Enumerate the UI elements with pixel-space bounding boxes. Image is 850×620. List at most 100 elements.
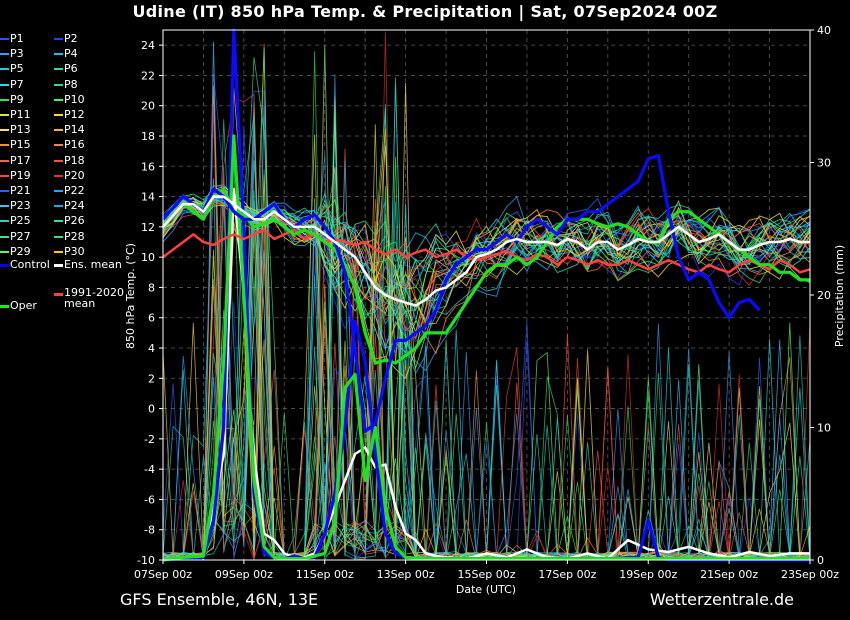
y2-tick-label: 10: [817, 422, 831, 435]
legend-item: Control: [0, 258, 50, 272]
legend-swatch: [0, 174, 9, 177]
legend-label: P14: [64, 123, 85, 137]
y2-tick-label: 40: [817, 24, 831, 37]
precip-main-line: [162, 187, 810, 562]
legend-item: P27: [0, 230, 31, 244]
legend-item: P4: [54, 47, 78, 61]
legend-swatch: [54, 83, 63, 86]
legend-swatch: [54, 263, 63, 267]
x-tick-label: 23Sep 00z: [781, 568, 839, 581]
y-tick-label: 0: [148, 403, 155, 416]
legend-item: P25: [0, 214, 31, 228]
legend-label: P13: [10, 123, 31, 137]
legend-swatch: [54, 129, 63, 132]
legend-label: P27: [10, 229, 31, 243]
legend-label: P3: [10, 47, 24, 61]
legend-swatch: [54, 292, 63, 296]
legend-item: P11: [0, 108, 31, 122]
legend-swatch: [0, 220, 9, 223]
legend-item: P12: [54, 108, 85, 122]
legend-item: P15: [0, 138, 31, 152]
legend-swatch: [54, 250, 63, 253]
member-temp-line: [162, 195, 811, 375]
legend-swatch: [0, 250, 9, 253]
legend-item: P6: [54, 62, 78, 76]
member-temp-line: [162, 193, 811, 334]
x-tick-label: 07Sep 00z: [134, 568, 192, 581]
legend-item: P7: [0, 78, 24, 92]
legend-item: P9: [0, 93, 24, 107]
y2-axis-ticks: 0 10 20 30 40: [810, 24, 831, 567]
y-tick-label: 22: [141, 69, 155, 82]
legend-swatch: [0, 98, 9, 101]
legend-item: P28: [54, 230, 85, 244]
legend-item: P16: [54, 138, 85, 152]
legend-swatch: [0, 68, 9, 71]
x-tick-label: 21Sep 00z: [700, 568, 758, 581]
x-tick-label: 19Sep 00z: [619, 568, 677, 581]
legend-label: P24: [64, 199, 85, 213]
legend-item: P13: [0, 123, 31, 137]
y-tick-label: 6: [148, 312, 155, 325]
legend-item: Ens. mean: [54, 258, 122, 272]
legend-swatch: [0, 263, 9, 267]
y-tick-label: 2: [148, 372, 155, 385]
legend-label: P25: [10, 214, 31, 228]
x-axis-label: Date (UTC): [456, 583, 516, 596]
ens-mean-line: [162, 195, 810, 307]
legend-swatch: [0, 53, 9, 56]
legend-label: P7: [10, 77, 24, 91]
legend-label: P2: [64, 32, 78, 45]
legend-swatch: [54, 235, 63, 238]
legend-swatch: [0, 144, 9, 147]
legend-label: P15: [10, 138, 31, 152]
legend-item: P18: [54, 154, 85, 168]
legend-swatch: [54, 98, 63, 101]
legend-item: P17: [0, 154, 31, 168]
legend-item: P10: [54, 93, 85, 107]
legend-item: P8: [54, 78, 78, 92]
legend-label: Ens. mean: [64, 258, 122, 271]
legend-label: P29: [10, 244, 31, 258]
legend-swatch: [0, 205, 9, 208]
control-line: [161, 154, 761, 433]
y-tick-label: 14: [141, 191, 155, 204]
legend-item: P30: [54, 245, 85, 259]
y2-axis-label: Precipitation (mm): [833, 245, 846, 347]
member-temp-line: [162, 191, 811, 325]
legend-label: P8: [64, 77, 78, 91]
legend-item: P1: [0, 32, 24, 46]
legend-swatch: [0, 235, 9, 238]
y-tick-label: -6: [144, 493, 155, 506]
x-tick-label: 11Sep 00z: [296, 568, 354, 581]
legend-swatch: [0, 159, 9, 162]
legend-swatch: [0, 38, 9, 40]
legend-label: P4: [64, 47, 78, 61]
y-tick-label: -2: [144, 433, 155, 446]
y-axis-label: 850 hPa Temp. (°C): [124, 243, 137, 349]
legend-swatch: [54, 159, 63, 162]
precip-main-line: [162, 134, 810, 562]
legend-label: 1991-2020 mean: [64, 286, 124, 310]
legend-swatch: [0, 304, 9, 308]
climate-mean-line: [162, 228, 811, 274]
legend-swatch: [54, 114, 63, 116]
legend-label: P16: [64, 138, 85, 152]
legend-label: P6: [64, 62, 78, 76]
chart-title: Udine (IT) 850 hPa Temp. & Precipitation…: [132, 2, 718, 21]
legend-item: P23: [0, 199, 31, 213]
legend-label: P21: [10, 184, 31, 197]
y2-tick-label: 0: [817, 554, 824, 567]
legend: P1 P2 P3 P4 P5 P6 P7 P8 P9 P10 P11 P12 P13 P14 P15 P16 P…: [0, 32, 130, 322]
legend-swatch: [54, 190, 63, 192]
y-tick-label: -4: [144, 463, 155, 476]
legend-label: P19: [10, 168, 31, 182]
x-tick-label: 17Sep 00z: [538, 568, 596, 581]
legend-label: P23: [10, 199, 31, 213]
member-temp-line: [162, 195, 811, 341]
legend-item: P22: [54, 184, 85, 198]
legend-swatch: [54, 53, 63, 56]
legend-label: Control: [10, 258, 50, 271]
legend-item: P3: [0, 47, 24, 61]
legend-item: P26: [54, 214, 85, 228]
